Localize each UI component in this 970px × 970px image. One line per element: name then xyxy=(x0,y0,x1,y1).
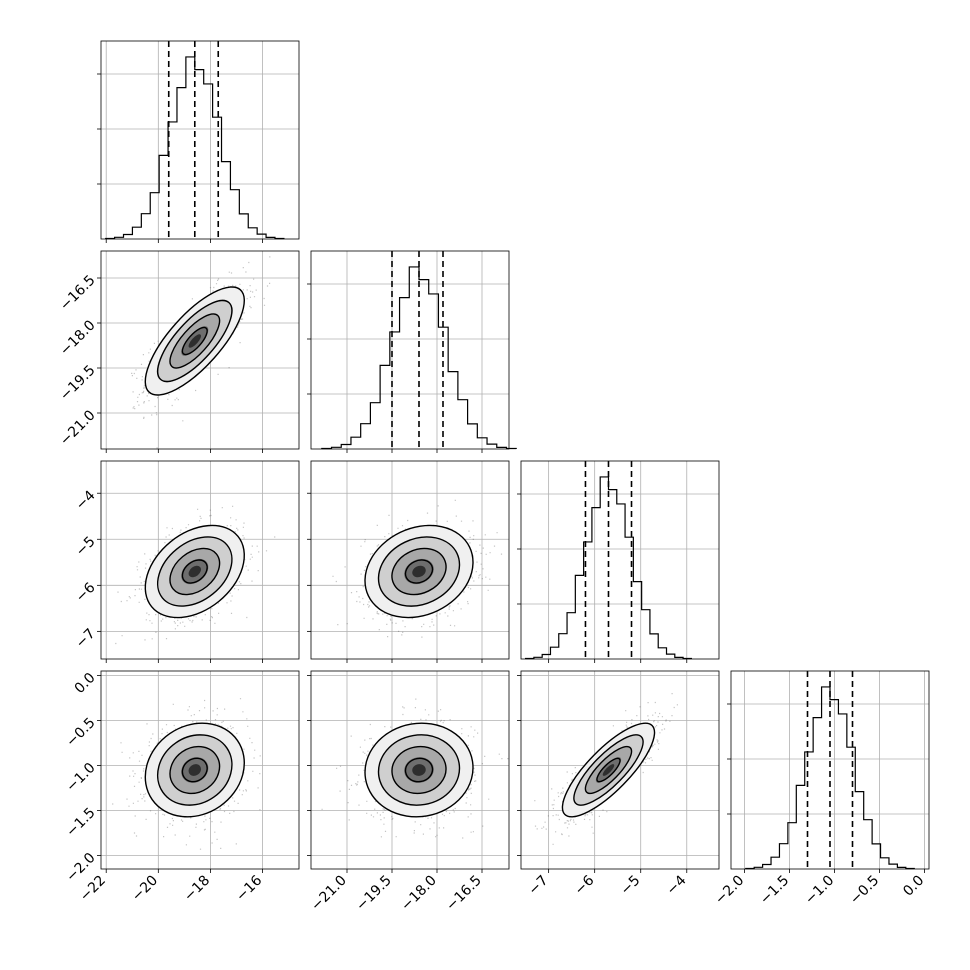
contour-line xyxy=(144,722,245,818)
panel-frame xyxy=(730,670,930,870)
density-layer xyxy=(332,499,503,638)
density-layer xyxy=(321,698,509,839)
panel-frame xyxy=(520,670,720,870)
contour-line xyxy=(573,734,644,806)
panel-frame xyxy=(100,670,300,870)
histogram-panel-1 xyxy=(307,250,517,453)
y-tick-label: −5 xyxy=(73,534,99,560)
density-layer xyxy=(112,698,261,850)
scatter-panel-1-0: −21.0−19.5−18.0−16.5 xyxy=(57,250,300,453)
y-tick-label: −18.0 xyxy=(57,317,99,359)
panel-frame xyxy=(520,460,720,660)
x-tick-label: −18 xyxy=(181,873,213,905)
contour-line xyxy=(181,326,208,356)
density-layer xyxy=(115,505,276,645)
y-tick-label: −16.5 xyxy=(57,272,99,314)
x-tick-label: −0.5 xyxy=(847,873,882,908)
y-tick-label: −19.5 xyxy=(57,362,99,404)
x-tick-label: −2.0 xyxy=(712,873,747,908)
x-tick-label: −1.5 xyxy=(757,873,792,908)
scatter-panel-3-0: −22 −20 −18 −16−2.0−1.5−1.0−0.50.0 xyxy=(63,670,300,905)
y-tick-label: 0.0 xyxy=(72,670,99,697)
scatter-panel-2-1 xyxy=(307,460,510,663)
y-tick-label: −4 xyxy=(73,488,99,514)
contour-line xyxy=(404,757,434,783)
contour-line xyxy=(156,536,233,607)
x-tick-label: −16 xyxy=(233,872,265,904)
panel-frame xyxy=(310,250,510,450)
panel-frame xyxy=(100,460,300,660)
histogram-panel-2 xyxy=(517,460,720,663)
contour-line xyxy=(377,734,461,806)
density-layer xyxy=(131,256,271,449)
contour-line xyxy=(404,559,434,584)
x-tick-label: −6 xyxy=(572,872,598,898)
y-tick-label: −7 xyxy=(73,626,99,652)
density-fill xyxy=(188,334,201,348)
contour-line xyxy=(391,745,447,795)
panel-frame xyxy=(310,670,510,870)
histogram-panel-3: −2.0 −1.5 −1.0 −0.5 0.0 xyxy=(712,670,930,908)
density-fill xyxy=(412,565,426,578)
contour-line xyxy=(181,757,208,783)
x-tick-label: −7 xyxy=(526,873,552,899)
contour-line xyxy=(156,299,233,383)
contour-line xyxy=(169,313,221,369)
contour-line xyxy=(169,547,221,596)
x-tick-label: −16.5 xyxy=(443,873,485,915)
contour-line xyxy=(596,757,621,783)
scatter-panel-2-0: −7 −6 −5 −4 xyxy=(73,460,300,663)
y-tick-label: −21.0 xyxy=(57,407,99,449)
contour-line xyxy=(169,745,221,795)
x-tick-label: −20 xyxy=(129,873,161,905)
contour-line xyxy=(364,722,474,818)
x-tick-label: −21.0 xyxy=(308,873,350,915)
x-tick-label: −19.5 xyxy=(353,873,395,915)
y-tick-label: −1.0 xyxy=(63,760,98,795)
y-tick-label: −0.5 xyxy=(63,715,98,750)
contour-line xyxy=(181,559,208,584)
x-tick-label: −18.0 xyxy=(398,873,440,915)
density-fill xyxy=(412,764,426,776)
contour-line xyxy=(156,734,233,806)
histogram-panel-0 xyxy=(97,40,300,243)
x-tick-label: −1.0 xyxy=(802,873,837,908)
density-layer xyxy=(534,693,678,845)
contour-line xyxy=(391,547,447,596)
contour-line xyxy=(584,745,633,795)
density-fill xyxy=(602,764,615,776)
contour-line xyxy=(377,536,461,607)
scatter-points xyxy=(321,698,509,839)
x-tick-label: 0.0 xyxy=(900,873,927,900)
y-tick-label: −6 xyxy=(73,580,99,606)
contour-line xyxy=(561,722,656,818)
contour-line xyxy=(144,286,245,396)
contour-line xyxy=(144,524,245,619)
contour-line xyxy=(364,524,474,619)
panel-frame xyxy=(310,460,510,660)
density-fill xyxy=(188,565,201,578)
x-tick-label: −5 xyxy=(618,873,644,899)
panel-frame xyxy=(100,250,300,450)
scatter-panel-3-2: −7 −6 −5 −4 xyxy=(517,670,720,899)
density-fill xyxy=(188,764,201,776)
scatter-panel-3-1: −21.0 −19.5 −18.0 −16.5 xyxy=(307,670,510,915)
x-tick-label: −4 xyxy=(664,872,690,898)
panel-frame xyxy=(100,40,300,240)
y-tick-label: −1.5 xyxy=(63,805,98,840)
